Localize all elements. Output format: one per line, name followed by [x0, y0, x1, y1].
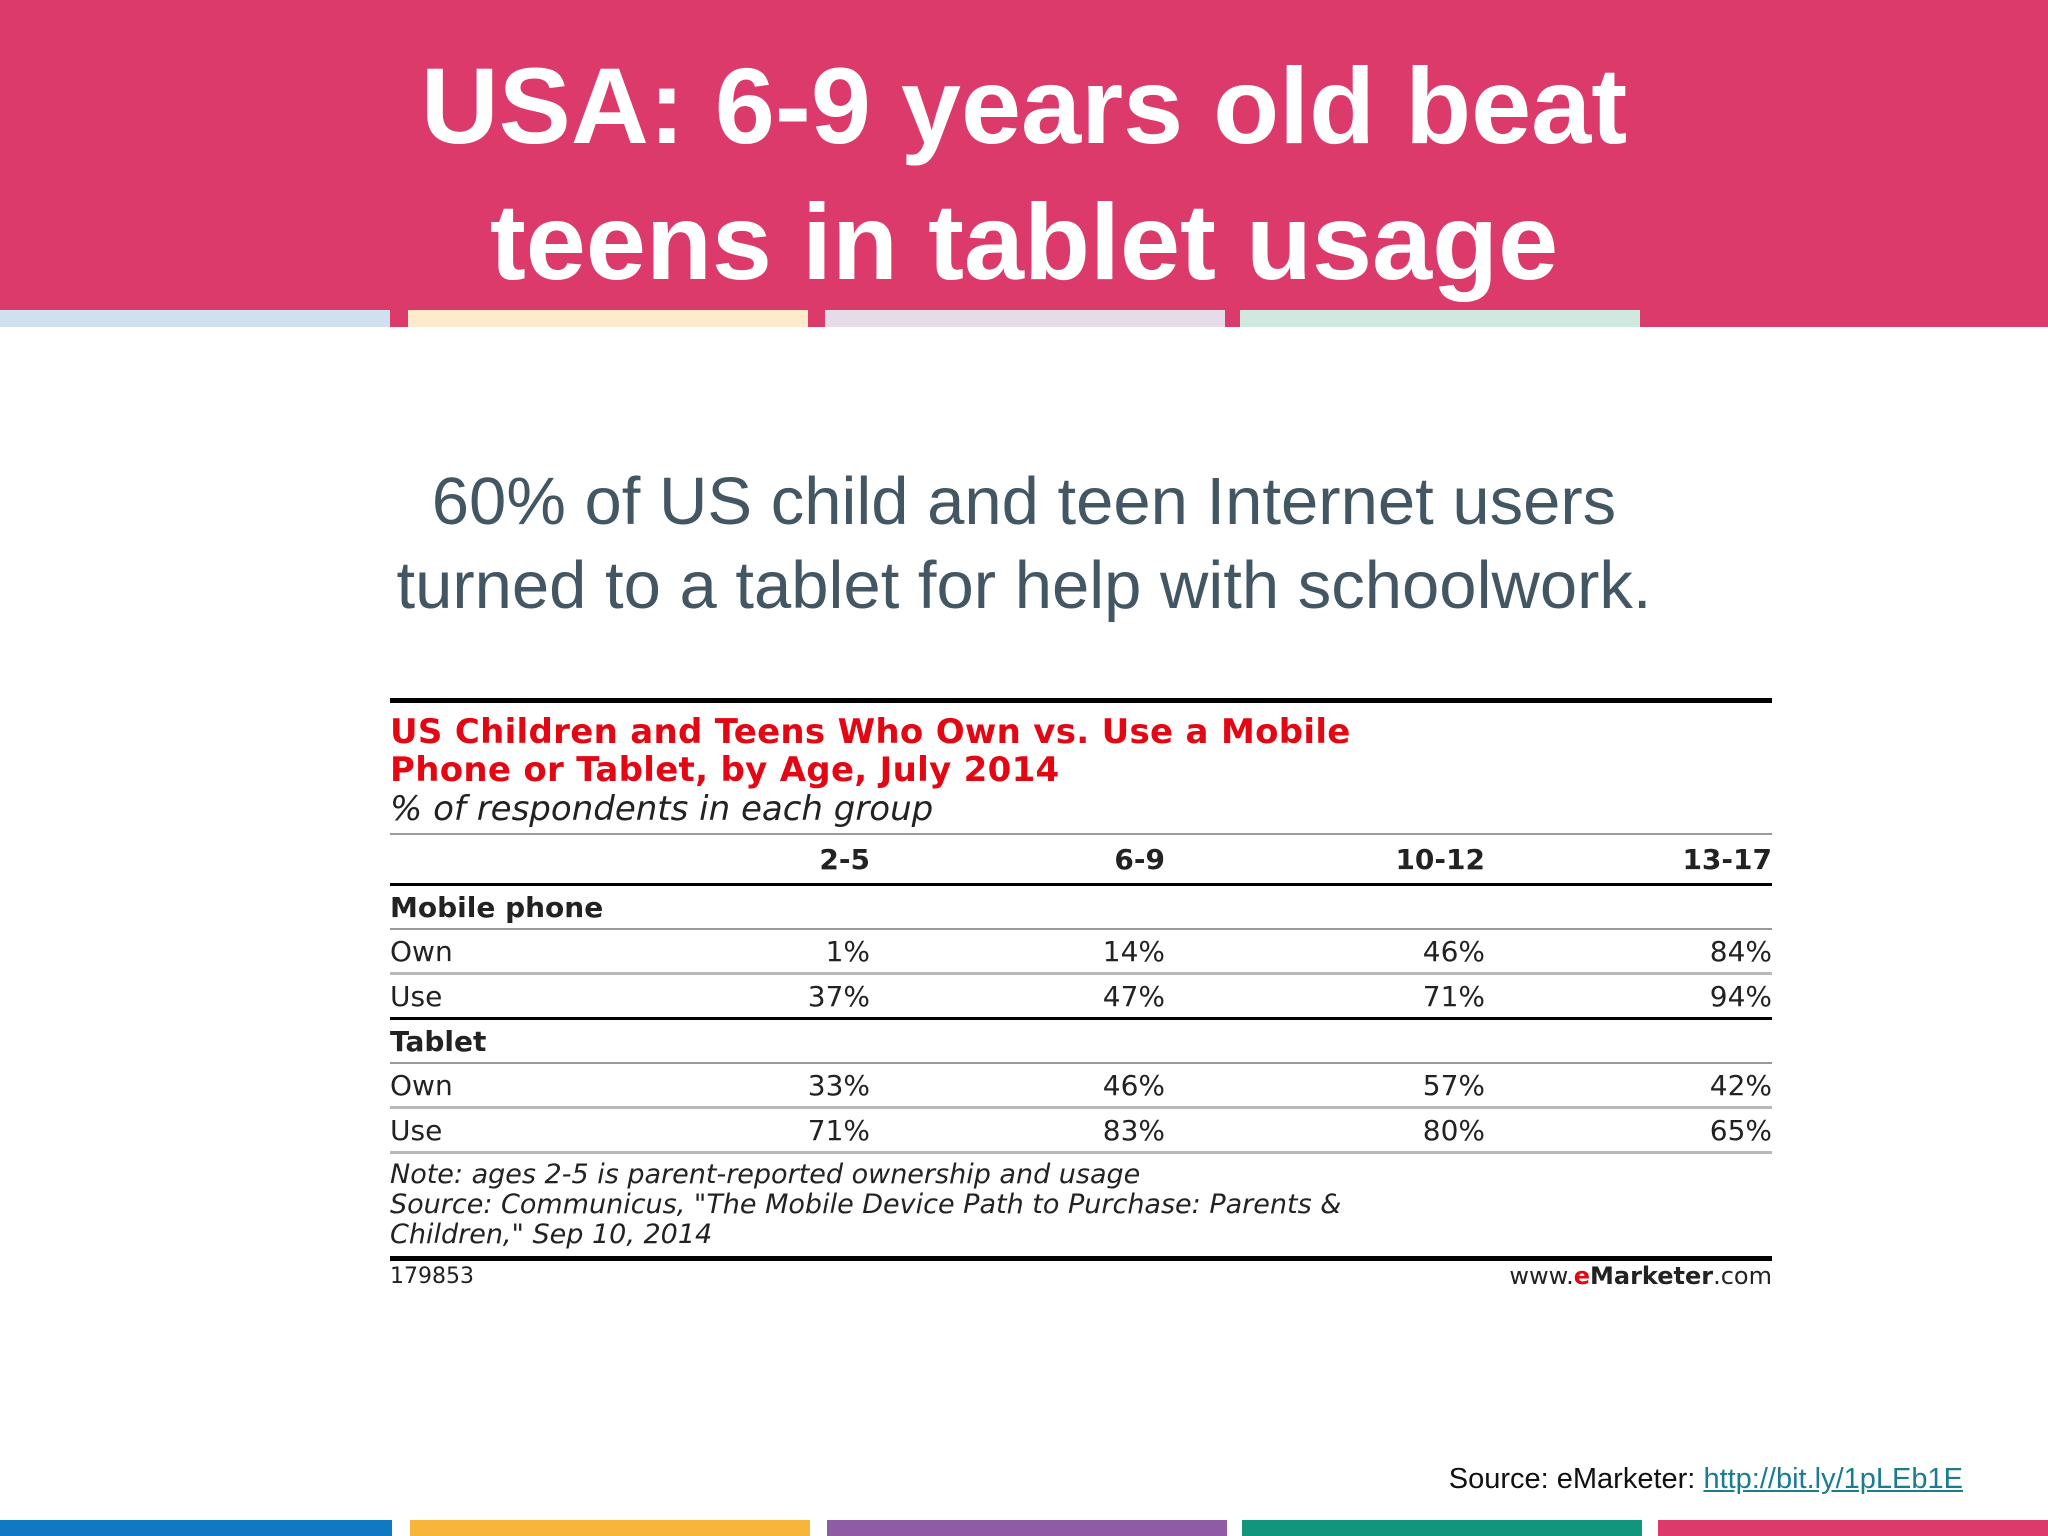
table-cell: 14% [1102, 934, 1165, 968]
source-link[interactable]: http://bit.ly/1pLEb1E [1703, 1463, 1963, 1495]
pastel-segment [825, 310, 1225, 327]
title-banner [0, 0, 2048, 327]
bottom-segment [410, 1520, 810, 1536]
table-cell: 42% [1709, 1068, 1772, 1102]
group-header-tablet: Tablet [390, 1020, 1772, 1062]
column-header-row: 2-5 6-9 10-12 13-17 [390, 835, 1772, 883]
table-cell: 65% [1709, 1113, 1772, 1147]
divider [390, 1106, 1772, 1109]
column-header: 13-17 [1682, 842, 1772, 876]
slide-subtitle: 60% of US child and teen Internet users … [0, 460, 2048, 628]
table-row: Own 1% 14% 46% 84% [390, 930, 1772, 972]
slide-title-line: teens in tablet usage [489, 181, 1559, 302]
table-row: Own 33% 46% 57% 42% [390, 1064, 1772, 1106]
pastel-color-strip [0, 310, 2048, 327]
divider [390, 1017, 1772, 1020]
pastel-segment [0, 310, 390, 327]
table-cell: 80% [1422, 1113, 1485, 1147]
row-label: Use [390, 979, 443, 1013]
bottom-segment [1242, 1520, 1642, 1536]
column-header: 2-5 [819, 842, 870, 876]
row-label: Own [390, 1068, 453, 1102]
source-citation: Source: eMarketer: http://bit.ly/1pLEb1E [1449, 1463, 1963, 1496]
subtitle-line: 60% of US child and teen Internet users [431, 464, 1617, 539]
bottom-segment [1658, 1520, 2048, 1536]
row-label: Use [390, 1113, 443, 1147]
table-cell: 83% [1102, 1113, 1165, 1147]
brand-name: Marketer [1590, 1262, 1714, 1290]
figure-title-line: US Children and Teens Who Own vs. Use a … [390, 712, 1351, 752]
table-cell: 71% [807, 1113, 870, 1147]
figure-footer: 179853 www.eMarketer.com [390, 1261, 1772, 1291]
table-cell: 46% [1102, 1068, 1165, 1102]
divider [390, 833, 1772, 835]
column-header: 6-9 [1114, 842, 1165, 876]
figure-id: 179853 [390, 1263, 474, 1289]
table-cell: 84% [1709, 934, 1772, 968]
table-cell: 71% [1422, 979, 1485, 1013]
brand-suffix: .com [1713, 1262, 1772, 1290]
figure-title-line: Phone or Tablet, by Age, July 2014 [390, 750, 1060, 790]
table-cell: 46% [1422, 934, 1485, 968]
slide-title: USA: 6-9 years old beat teens in tablet … [0, 38, 2048, 310]
table-row: Use 37% 47% 71% 94% [390, 975, 1772, 1017]
pastel-segment [408, 310, 808, 327]
table-cell: 47% [1102, 979, 1165, 1013]
group-label: Mobile phone [390, 890, 604, 924]
table-cell: 33% [807, 1068, 870, 1102]
divider [390, 1151, 1772, 1154]
bottom-color-strip [0, 1520, 2048, 1536]
divider [390, 883, 1772, 886]
divider [390, 972, 1772, 975]
figure-note: Note: ages 2-5 is parent-reported owners… [390, 1154, 1772, 1256]
table-cell: 1% [825, 934, 870, 968]
divider [390, 928, 1772, 930]
bottom-segment [827, 1520, 1227, 1536]
emarketer-logo: www.eMarketer.com [1509, 1262, 1772, 1290]
brand-prefix: www. [1509, 1262, 1574, 1290]
divider [390, 1062, 1772, 1064]
table-cell: 94% [1709, 979, 1772, 1013]
source-label: Source: eMarketer: [1448, 1463, 1696, 1495]
pastel-segment [1240, 310, 1640, 327]
note-line: Note: ages 2-5 is parent-reported owners… [390, 1159, 1141, 1190]
bottom-segment [0, 1520, 392, 1536]
table-cell: 37% [807, 979, 870, 1013]
divider [390, 1256, 1772, 1261]
row-label: Own [390, 934, 453, 968]
column-header: 10-12 [1395, 842, 1485, 876]
note-line: Children," Sep 10, 2014 [390, 1219, 713, 1250]
table-row: Use 71% 83% 80% 65% [390, 1109, 1772, 1151]
emarketer-table-figure: US Children and Teens Who Own vs. Use a … [390, 698, 1772, 1291]
divider [390, 698, 1772, 703]
figure-title: US Children and Teens Who Own vs. Use a … [390, 713, 1772, 789]
note-line: Source: Communicus, "The Mobile Device P… [390, 1189, 1342, 1220]
table-cell: 57% [1422, 1068, 1485, 1102]
group-header-mobile-phone: Mobile phone [390, 886, 1772, 928]
slide-title-line: USA: 6-9 years old beat [420, 45, 1628, 166]
brand-e: e [1573, 1262, 1591, 1290]
group-label: Tablet [390, 1024, 487, 1058]
subtitle-line: turned to a tablet for help with schoolw… [396, 548, 1652, 623]
figure-subtitle: % of respondents in each group [390, 789, 934, 829]
